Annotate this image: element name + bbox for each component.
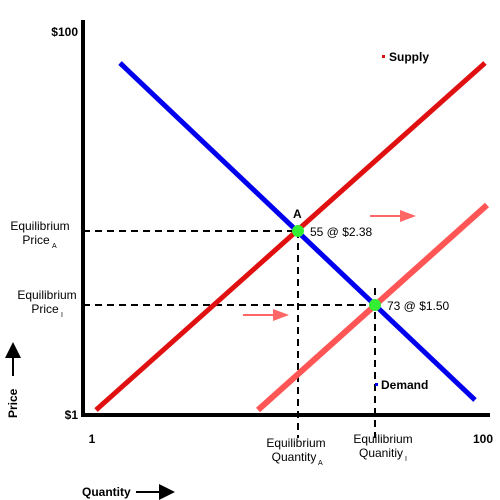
point-label: 55 @ $2.38 <box>310 225 373 239</box>
y-label-sub: A <box>52 243 57 250</box>
y-label: Price <box>22 233 50 247</box>
y-label: Equilibrium <box>10 219 69 233</box>
equilibrium-point <box>369 299 381 311</box>
y-tick-label: $100 <box>51 25 78 39</box>
y-label: Price <box>31 302 59 316</box>
x-label-sub: A <box>318 460 323 467</box>
legend-label: Supply <box>389 50 429 64</box>
x-label: Equilibrium <box>266 436 325 450</box>
y-tick-label: $1 <box>65 408 79 422</box>
x-label: Equilibrium <box>353 432 412 446</box>
y-axis-title: Price <box>6 388 20 418</box>
x-label: Quanitiy <box>359 446 403 460</box>
legend-label: Demand <box>381 378 428 392</box>
legend-swatch <box>382 55 385 58</box>
x-axis-title: Quantity <box>82 485 131 499</box>
supply-line <box>94 61 487 412</box>
x-label-sub: I <box>405 456 407 463</box>
x-label: Quantity <box>272 450 317 464</box>
point-name: A <box>293 207 302 221</box>
y-label: Equilibrium <box>17 288 76 302</box>
equilibrium-point <box>292 225 304 237</box>
x-tick-label: 100 <box>473 432 493 446</box>
legend-swatch <box>375 383 378 386</box>
x-tick-label: 1 <box>89 432 96 446</box>
y-label-sub: I <box>61 312 63 319</box>
point-label: 73 @ $1.50 <box>387 299 450 313</box>
